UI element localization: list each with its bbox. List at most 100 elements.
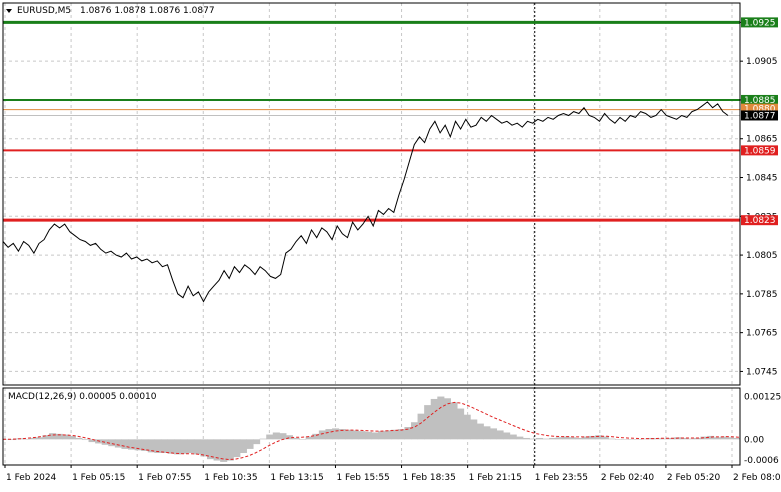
macd-histogram-bar xyxy=(68,435,76,440)
macd-histogram-bar xyxy=(470,419,478,440)
time-axis-label: 1 Feb 13:15 xyxy=(270,473,323,483)
macd-histogram-bar xyxy=(121,439,129,449)
macd-histogram-bar xyxy=(371,432,379,440)
macd-histogram-bar xyxy=(9,439,17,441)
macd-histogram-bar xyxy=(509,434,517,440)
level-tag-text: 1.0885 xyxy=(744,96,776,106)
macd-histogram-bar xyxy=(312,433,320,440)
macd-label: MACD(12,26,9) 0.00005 0.00010 xyxy=(8,392,157,402)
ohlc-values: 1.0876 1.0878 1.0876 1.0877 xyxy=(80,6,215,16)
macd-histogram-bar xyxy=(661,438,669,440)
macd-axis-label: 0.00125 xyxy=(744,393,781,403)
level-tag-text: 1.0877 xyxy=(744,111,776,121)
macd-histogram-bar xyxy=(266,434,274,440)
macd-histogram-bar xyxy=(147,439,155,453)
macd-histogram-bar xyxy=(575,437,583,440)
macd-histogram-bar xyxy=(253,439,261,445)
macd-histogram-bar xyxy=(200,439,208,457)
dropdown-triangle-icon[interactable] xyxy=(6,9,12,13)
macd-histogram-bar xyxy=(726,437,734,440)
price-axis-label: 1.0865 xyxy=(746,135,778,145)
macd-histogram-bar xyxy=(700,436,708,440)
macd-histogram-bar xyxy=(608,438,616,440)
macd-histogram-bar xyxy=(713,437,721,440)
macd-histogram-bar xyxy=(305,436,313,440)
macd-histogram-bar xyxy=(424,405,432,440)
macd-histogram-bar xyxy=(180,439,188,454)
macd-histogram-bar xyxy=(272,432,280,440)
macd-histogram-bar xyxy=(522,437,530,440)
macd-histogram-bar xyxy=(174,439,182,455)
macd-histogram-bar xyxy=(358,431,366,440)
macd-histogram-bar xyxy=(410,422,419,440)
macd-histogram-bar xyxy=(457,408,465,440)
macd-histogram-bar xyxy=(325,429,333,440)
price-axis-label: 1.0765 xyxy=(746,329,778,339)
macd-histogram-bar xyxy=(292,437,300,440)
macd-histogram-bar xyxy=(246,439,254,449)
time-axis-label: 1 Feb 23:55 xyxy=(535,473,588,483)
macd-histogram-bar xyxy=(299,439,307,440)
macd-histogram-bar xyxy=(22,438,30,440)
macd-histogram-bar xyxy=(42,435,50,440)
macd-histogram-bar xyxy=(588,435,596,440)
level-tag-1-0925[interactable] xyxy=(741,17,778,28)
macd-histogram-bar xyxy=(693,437,702,440)
macd-histogram-bar xyxy=(601,436,609,440)
macd-histogram-bar xyxy=(233,439,241,458)
macd-histogram-bar xyxy=(338,429,346,440)
price-axis-label: 1.0745 xyxy=(746,367,778,377)
macd-histogram-bar xyxy=(75,437,83,440)
macd-histogram-bar xyxy=(720,436,728,440)
level-tag-1-0823[interactable] xyxy=(741,215,778,226)
macd-histogram-bar xyxy=(437,396,445,440)
level-tag-1-0859[interactable] xyxy=(741,145,778,156)
macd-histogram-bar xyxy=(285,435,294,440)
macd-histogram-bar xyxy=(259,438,267,440)
macd-histogram-bar xyxy=(35,437,43,440)
macd-histogram-bar xyxy=(213,439,221,461)
macd-histogram-bar xyxy=(397,429,405,440)
level-tag-1-0885[interactable] xyxy=(741,94,778,105)
time-axis-label: 1 Feb 18:35 xyxy=(403,473,456,483)
time-axis-label: 1 Feb 2024 xyxy=(6,473,57,483)
macd-histogram-bar xyxy=(332,428,340,440)
macd-histogram-bar xyxy=(206,439,215,460)
macd-histogram-bar xyxy=(483,426,491,440)
macd-histogram-bar xyxy=(351,430,359,440)
macd-histogram-bar xyxy=(582,436,590,440)
macd-histogram-bar xyxy=(220,439,228,462)
macd-histogram-bar xyxy=(562,436,570,440)
macd-histogram-bar xyxy=(503,432,511,440)
macd-histogram-bar xyxy=(29,437,37,440)
macd-histogram-bar xyxy=(443,398,451,440)
macd-histogram-bar xyxy=(595,435,603,440)
time-axis-label: 2 Feb 02:40 xyxy=(601,473,655,483)
macd-axis-label: -0.0006 xyxy=(744,456,779,466)
macd-histogram-bar xyxy=(634,439,642,440)
macd-histogram-bar xyxy=(81,439,90,441)
macd-histogram-bar xyxy=(536,437,544,440)
macd-histogram-bar xyxy=(463,414,471,440)
macd-histogram-bar xyxy=(239,439,247,454)
horizontal-levels[interactable] xyxy=(3,20,740,222)
level-tag-1-0877[interactable] xyxy=(741,110,778,121)
time-axis-label: 1 Feb 21:15 xyxy=(469,473,522,483)
price-panel-frame xyxy=(2,2,741,386)
time-axis-label: 1 Feb 07:55 xyxy=(138,473,191,483)
macd-histogram-bar xyxy=(134,439,142,451)
macd-panel-frame xyxy=(2,387,741,466)
macd-histogram-bar xyxy=(707,435,715,440)
macd-histogram-bar xyxy=(496,430,504,440)
macd-histogram-bar xyxy=(364,431,372,440)
macd-histogram-bar xyxy=(128,439,136,450)
macd-histogram-bar xyxy=(193,439,201,455)
chart-frame xyxy=(2,2,741,466)
level-tag-1-0880[interactable] xyxy=(741,103,778,114)
macd-histogram-bar xyxy=(568,437,576,440)
macd-histogram-bar xyxy=(49,433,57,440)
header-labels: EURUSD,M5 1.0876 1.0878 1.0876 1.0877 MA… xyxy=(6,6,215,402)
price-axis-label: 1.0785 xyxy=(746,290,778,300)
